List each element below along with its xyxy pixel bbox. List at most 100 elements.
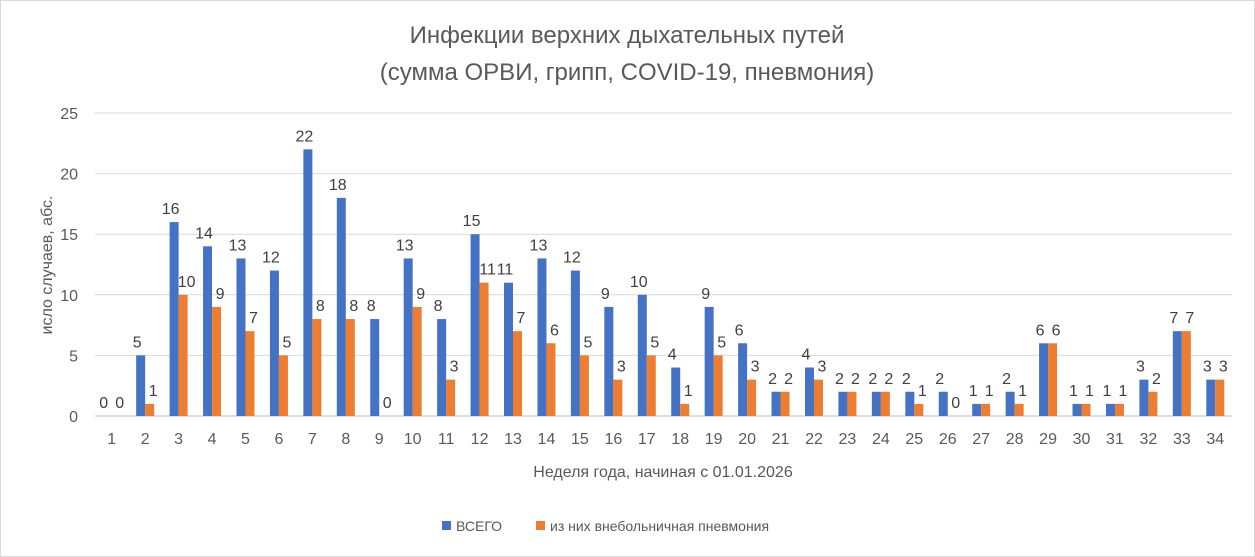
data-label-total: 2 xyxy=(935,371,944,388)
data-label-total: 2 xyxy=(768,371,777,388)
bar-pneumonia xyxy=(747,379,757,416)
bar-pneumonia xyxy=(1181,331,1191,416)
data-label-pneumonia: 7 xyxy=(517,310,526,327)
bar-pneumonia xyxy=(981,403,991,416)
x-tick-label: 5 xyxy=(241,431,250,448)
data-label-pneumonia: 1 xyxy=(1018,383,1027,400)
bar-total xyxy=(303,149,313,417)
data-label-total: 18 xyxy=(329,177,347,194)
data-label-pneumonia: 0 xyxy=(951,395,960,412)
x-tick-label: 9 xyxy=(375,431,384,448)
data-label-pneumonia: 1 xyxy=(684,383,693,400)
data-label-total: 7 xyxy=(1169,310,1178,327)
bar-total xyxy=(203,246,213,416)
x-tick-label: 24 xyxy=(872,431,890,448)
bar-total xyxy=(1206,379,1216,416)
y-tick-label: 20 xyxy=(60,167,78,184)
bar-total xyxy=(972,403,982,416)
bar-pneumonia xyxy=(178,294,188,416)
bar-total xyxy=(1139,379,1149,416)
x-tick-label: 12 xyxy=(471,431,489,448)
x-axis-label: Неделя года, начиная с 01.01.2026 xyxy=(533,464,793,481)
data-label-total: 13 xyxy=(396,237,414,254)
bar-total xyxy=(1005,391,1015,416)
bar-pneumonia xyxy=(680,403,690,416)
data-label-total: 0 xyxy=(99,395,108,412)
x-tick-label: 31 xyxy=(1106,431,1124,448)
data-label-total: 13 xyxy=(530,237,548,254)
bar-total xyxy=(1039,343,1049,416)
bar-pneumonia xyxy=(446,379,456,416)
bar-total xyxy=(336,197,346,416)
data-label-pneumonia: 1 xyxy=(149,383,158,400)
bar-pneumonia xyxy=(1114,403,1124,416)
x-tick-label: 21 xyxy=(772,431,790,448)
bar-total xyxy=(169,222,179,416)
data-label-total: 10 xyxy=(630,274,648,291)
bar-pneumonia xyxy=(1148,391,1158,416)
bar-total xyxy=(871,391,881,416)
x-tick-label: 10 xyxy=(404,431,422,448)
data-label-pneumonia: 7 xyxy=(249,310,258,327)
bar-pneumonia xyxy=(278,355,288,416)
bar-total xyxy=(771,391,781,416)
data-label-pneumonia: 2 xyxy=(1152,371,1161,388)
data-label-total: 3 xyxy=(1203,359,1212,376)
data-label-total: 8 xyxy=(434,298,443,315)
data-label-pneumonia: 8 xyxy=(316,298,325,315)
bar-total xyxy=(537,258,547,416)
data-label-pneumonia: 5 xyxy=(650,334,659,351)
data-label-total: 4 xyxy=(668,347,677,364)
bar-total xyxy=(1172,331,1182,416)
bar-pneumonia xyxy=(713,355,723,416)
y-tick-label: 5 xyxy=(69,348,78,365)
data-label-total: 6 xyxy=(1036,322,1045,339)
bar-pneumonia xyxy=(546,343,556,416)
bar-pneumonia xyxy=(880,391,890,416)
data-label-total: 9 xyxy=(701,286,710,303)
data-label-pneumonia: 3 xyxy=(818,359,827,376)
data-label-pneumonia: 1 xyxy=(985,383,994,400)
x-tick-label: 16 xyxy=(604,431,622,448)
x-tick-label: 13 xyxy=(504,431,522,448)
data-label-pneumonia: 7 xyxy=(1185,310,1194,327)
data-label-pneumonia: 9 xyxy=(416,286,425,303)
bar-pneumonia xyxy=(1081,403,1091,416)
bar-pneumonia xyxy=(847,391,857,416)
x-tick-label: 6 xyxy=(274,431,283,448)
bar-pneumonia xyxy=(412,306,422,416)
legend-label-pneumonia: из них внебольничная пневмония xyxy=(550,518,769,534)
bar-pneumonia xyxy=(345,319,355,416)
x-tick-labels: 1 2 3 4 5 6 7 8 9 10 11 12 13 14 15 16 17 18 19 20 21 22 23 24 2… xyxy=(107,431,1224,448)
chart-subtitle: (сумма ОРВИ, грипп, COVID-19, пневмония) xyxy=(380,59,874,86)
data-label-total: 8 xyxy=(367,298,376,315)
bar-pneumonia xyxy=(646,355,656,416)
data-label-pneumonia: 1 xyxy=(1085,383,1094,400)
x-tick-label: 20 xyxy=(738,431,756,448)
x-tick-label: 18 xyxy=(671,431,689,448)
bar-total xyxy=(738,343,748,416)
data-label-total: 1 xyxy=(969,383,978,400)
x-tick-label: 11 xyxy=(438,431,455,448)
legend-label-total: ВСЕГО xyxy=(456,518,502,534)
data-label-total: 12 xyxy=(563,250,581,267)
data-label-total: 14 xyxy=(195,225,213,242)
x-tick-label: 34 xyxy=(1206,431,1224,448)
data-label-pneumonia: 3 xyxy=(1219,359,1228,376)
bars xyxy=(136,149,1225,417)
x-tick-label: 32 xyxy=(1139,431,1157,448)
bar-total xyxy=(570,270,580,416)
x-tick-label: 1 xyxy=(107,431,116,448)
x-tick-label: 27 xyxy=(972,431,990,448)
data-label-total: 2 xyxy=(868,371,877,388)
legend: ВСЕГО из них внебольничная пневмония xyxy=(442,518,769,534)
data-label-total: 2 xyxy=(835,371,844,388)
y-tick-labels: 0 5 10 15 20 25 xyxy=(60,106,78,426)
x-tick-label: 26 xyxy=(939,431,957,448)
bar-total xyxy=(370,319,380,416)
x-tick-label: 2 xyxy=(141,431,150,448)
bar-total xyxy=(1072,403,1082,416)
bar-pneumonia xyxy=(312,319,322,416)
bar-pneumonia xyxy=(780,391,790,416)
